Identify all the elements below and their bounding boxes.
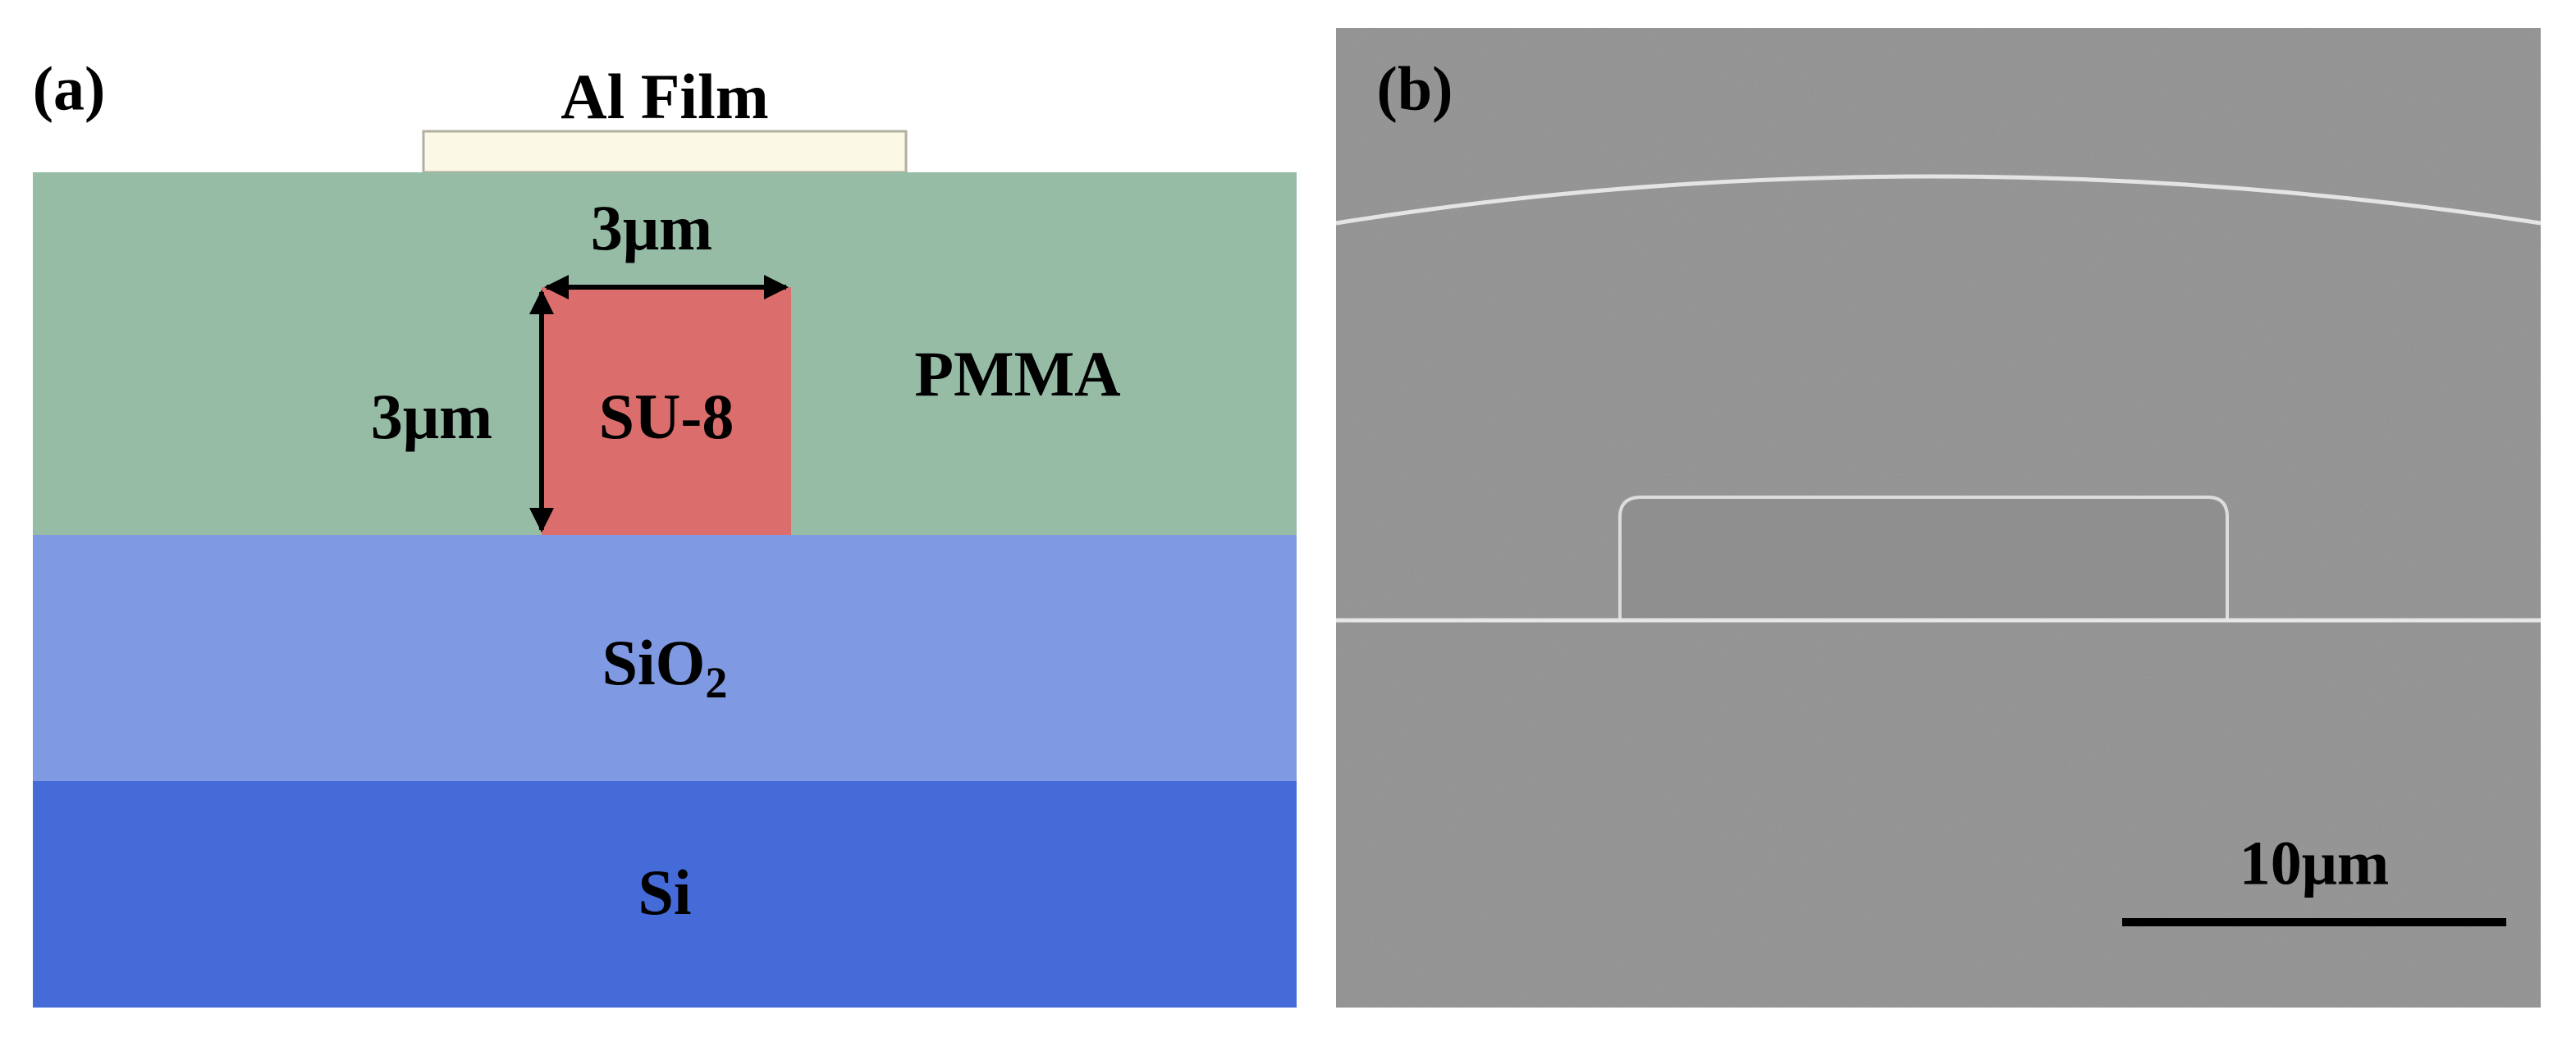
- buffer-text: SiO: [602, 627, 706, 698]
- pmma-surface: [1335, 174, 2542, 226]
- sio2-layer: [33, 535, 1297, 781]
- width-label: 3μm: [591, 192, 712, 263]
- cladding-label: PMMA: [914, 338, 1120, 409]
- height-label: 3μm: [371, 381, 492, 452]
- panel-label: (b): [1377, 54, 1453, 123]
- buffer-subscript: 2: [705, 658, 727, 707]
- substrate-label: Si: [638, 857, 691, 928]
- su8-core: [542, 287, 791, 535]
- core-label: SU-8: [599, 381, 734, 452]
- si-layer: [33, 781, 1297, 1008]
- buffer-label: SiO2: [602, 627, 728, 707]
- waveguide-core: [1618, 496, 2229, 620]
- al-film-label: Al Film: [560, 61, 768, 132]
- scale-bar-label: 10μm: [2240, 829, 2389, 898]
- al-film-layer: [422, 130, 908, 174]
- panel-b: (b) 10μm: [1335, 28, 2542, 1008]
- panel-a: (a) Al Film 3μm 3μm SU-8 PMMA SiO2 Si: [33, 54, 1297, 1008]
- panel-label: (a): [33, 54, 106, 123]
